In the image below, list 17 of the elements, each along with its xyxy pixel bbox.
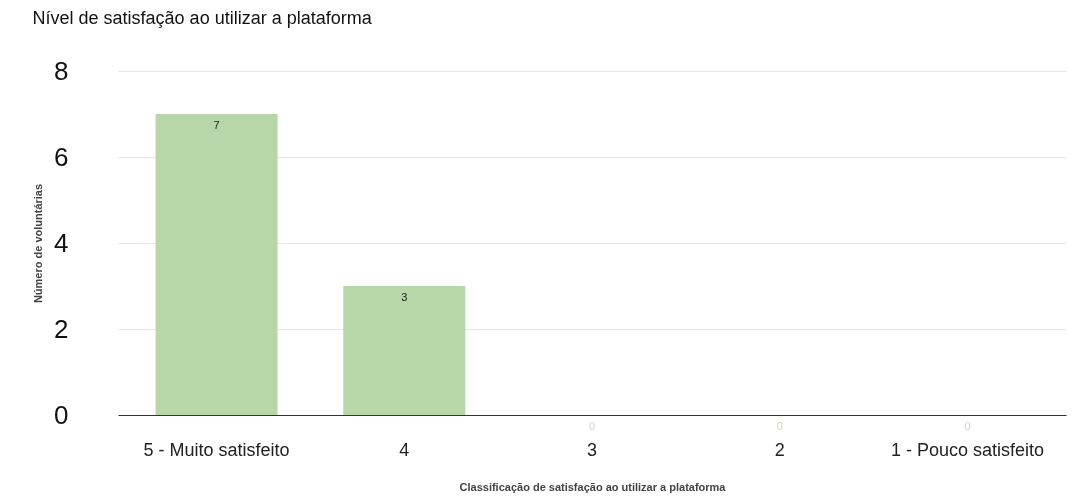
x-tick-label: 1 - Pouco satisfeito <box>890 439 1044 460</box>
y-tick-label: 2 <box>54 313 69 344</box>
data-label: 7 <box>213 119 220 131</box>
x-tick-label: 2 <box>774 439 785 460</box>
y-tick-label: 4 <box>54 227 69 258</box>
y-axis-title: Número de voluntárias <box>32 183 45 304</box>
x-tick-label: 3 <box>586 439 598 460</box>
x-axis-title: Classificação de satisfação ao utilizar a plataforma <box>459 480 727 493</box>
y-tick-label: 0 <box>54 399 69 430</box>
data-label: 0 <box>964 420 971 432</box>
chart-title: Nível de satisfação ao utilizar a plataforma <box>32 8 373 28</box>
y-tick-label: 8 <box>54 55 69 86</box>
data-label: 0 <box>776 420 783 432</box>
x-tick-label: 4 <box>399 439 410 460</box>
x-tick-label: 5 - Muito satisfeito <box>143 439 290 460</box>
data-label: 3 <box>401 291 408 303</box>
y-tick-label: 6 <box>54 141 69 172</box>
